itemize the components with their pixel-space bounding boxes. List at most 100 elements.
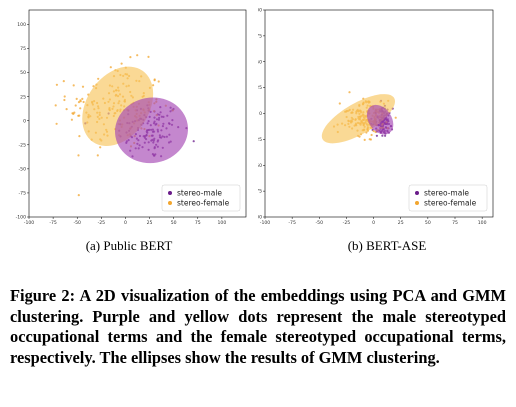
legend-box [161, 184, 241, 212]
y-tick-label: 100 [17, 22, 26, 28]
point-stereo-female [370, 133, 373, 137]
point-stereo-female [79, 100, 82, 103]
point-stereo-female [129, 56, 132, 59]
point-stereo-female [77, 194, 80, 197]
point-stereo-female [55, 83, 59, 86]
axes-frame [28, 9, 247, 218]
point-stereo-female [394, 116, 397, 119]
gmm-ellipse-stereo-male [115, 97, 188, 164]
legend-marker-stereo-male [415, 191, 419, 195]
y-tick-label: -25 [18, 142, 26, 148]
x-tick-label: 25 [398, 220, 404, 226]
point-stereo-female [78, 114, 81, 117]
point-stereo-female [338, 102, 341, 105]
x-tick-label: 50 [171, 220, 177, 226]
subcaption-bert-ase: (b) BERT-ASE [347, 238, 427, 253]
y-tick-label: -75 [258, 189, 262, 195]
point-stereo-female [363, 138, 366, 141]
legend-marker-stereo-female [168, 201, 172, 205]
legend-marker-stereo-female [415, 201, 419, 205]
scatter-plot-bert-ase: -100 -75 -50 -25 0 25 50 75 100 100 75 50 25 0 -25 -50 -… [258, 8, 494, 226]
legend-label-stereo-female: stereo-female [177, 199, 230, 208]
point-stereo-female [153, 79, 156, 82]
legend-marker-stereo-male [168, 191, 172, 195]
point-stereo-female [348, 91, 351, 94]
x-tick-label: 25 [147, 220, 153, 226]
point-stereo-female [75, 97, 78, 100]
x-tick-label: 50 [425, 220, 431, 226]
x-tick-label: 75 [195, 220, 201, 226]
y-tick-label: -100 [258, 215, 262, 221]
y-tick-label: 50 [258, 59, 262, 65]
y-tick-label: 0 [23, 118, 26, 124]
point-stereo-female [62, 80, 65, 83]
scatter-plot-public-bert: -100 -75 -50 -25 0 25 50 75 100 100 75 50 25 0 -25 -50 -… [16, 9, 247, 226]
point-stereo-female [97, 77, 100, 80]
x-tick-label: -50 [73, 220, 81, 226]
x-tick-label: -100 [24, 220, 35, 226]
x-tick-label: 100 [478, 220, 487, 226]
point-stereo-female [96, 154, 99, 157]
y-tick-label: 100 [258, 8, 262, 14]
point-stereo-female [77, 154, 80, 157]
chart-panel-bert-ase: -100 -75 -50 -25 0 25 50 75 100 100 75 50 25 0 -25 -50 -… [258, 0, 516, 270]
point-stereo-male [375, 134, 378, 137]
y-tick-label: 50 [20, 70, 26, 76]
legend-label-stereo-male: stereo-male [177, 189, 222, 198]
point-stereo-female [70, 118, 73, 121]
point-stereo-female [109, 66, 112, 69]
x-tick-label: 0 [372, 220, 375, 226]
y-tick-label: -25 [258, 137, 262, 143]
x-tick-label: -25 [98, 220, 106, 226]
x-tick-label: 100 [217, 220, 226, 226]
legend-label-stereo-male: stereo-male [424, 189, 469, 198]
point-stereo-female [72, 84, 75, 87]
point-stereo-female [63, 95, 66, 98]
x-tick-label: -75 [288, 220, 296, 226]
point-stereo-female [54, 104, 57, 107]
point-stereo-male [384, 134, 387, 137]
legend-label-stereo-female: stereo-female [424, 199, 477, 208]
point-stereo-female [136, 54, 139, 57]
point-stereo-female [77, 101, 81, 104]
y-tick-label: -50 [258, 163, 262, 169]
point-stereo-female [358, 135, 361, 138]
point-stereo-female [79, 107, 82, 110]
point-stereo-male [192, 140, 195, 143]
legend-box [408, 184, 488, 212]
point-stereo-male [381, 134, 384, 137]
x-tick-label: 0 [124, 220, 127, 226]
y-tick-label: 25 [258, 85, 262, 91]
point-stereo-female [65, 108, 68, 111]
point-stereo-female [147, 55, 150, 59]
x-tick-label: -75 [49, 220, 57, 226]
point-stereo-female [63, 98, 66, 102]
chart-panel-public-bert: -100 -75 -50 -25 0 25 50 75 100 100 75 50 25 0 -25 -50 -… [0, 0, 258, 270]
point-stereo-female [120, 62, 123, 65]
point-stereo-female [71, 112, 74, 115]
point-stereo-female [74, 104, 77, 107]
x-tick-label: -100 [260, 220, 271, 226]
x-tick-label: 75 [452, 220, 458, 226]
figure-caption: Figure 2: A 2D visualization of the embe… [10, 286, 506, 367]
point-stereo-female [81, 85, 85, 88]
y-tick-label: -75 [18, 191, 26, 197]
y-tick-label: 75 [258, 33, 262, 39]
y-tick-label: 0 [259, 111, 262, 117]
point-stereo-female [152, 84, 155, 87]
gmm-ellipse-stereo-male [366, 104, 394, 135]
point-stereo-female [157, 80, 160, 83]
y-tick-label: -100 [16, 215, 27, 221]
point-stereo-female [81, 97, 84, 100]
point-stereo-female [55, 122, 58, 125]
point-stereo-female [82, 100, 85, 104]
point-stereo-female [78, 135, 81, 138]
y-tick-label: -50 [18, 166, 26, 172]
x-tick-label: -50 [316, 220, 324, 226]
point-stereo-female [372, 129, 375, 133]
point-stereo-female [369, 138, 372, 141]
subcaption-public-bert: (a) Public BERT [85, 238, 173, 253]
y-tick-label: 25 [20, 94, 26, 100]
point-stereo-female [99, 146, 102, 149]
x-tick-label: -25 [343, 220, 351, 226]
